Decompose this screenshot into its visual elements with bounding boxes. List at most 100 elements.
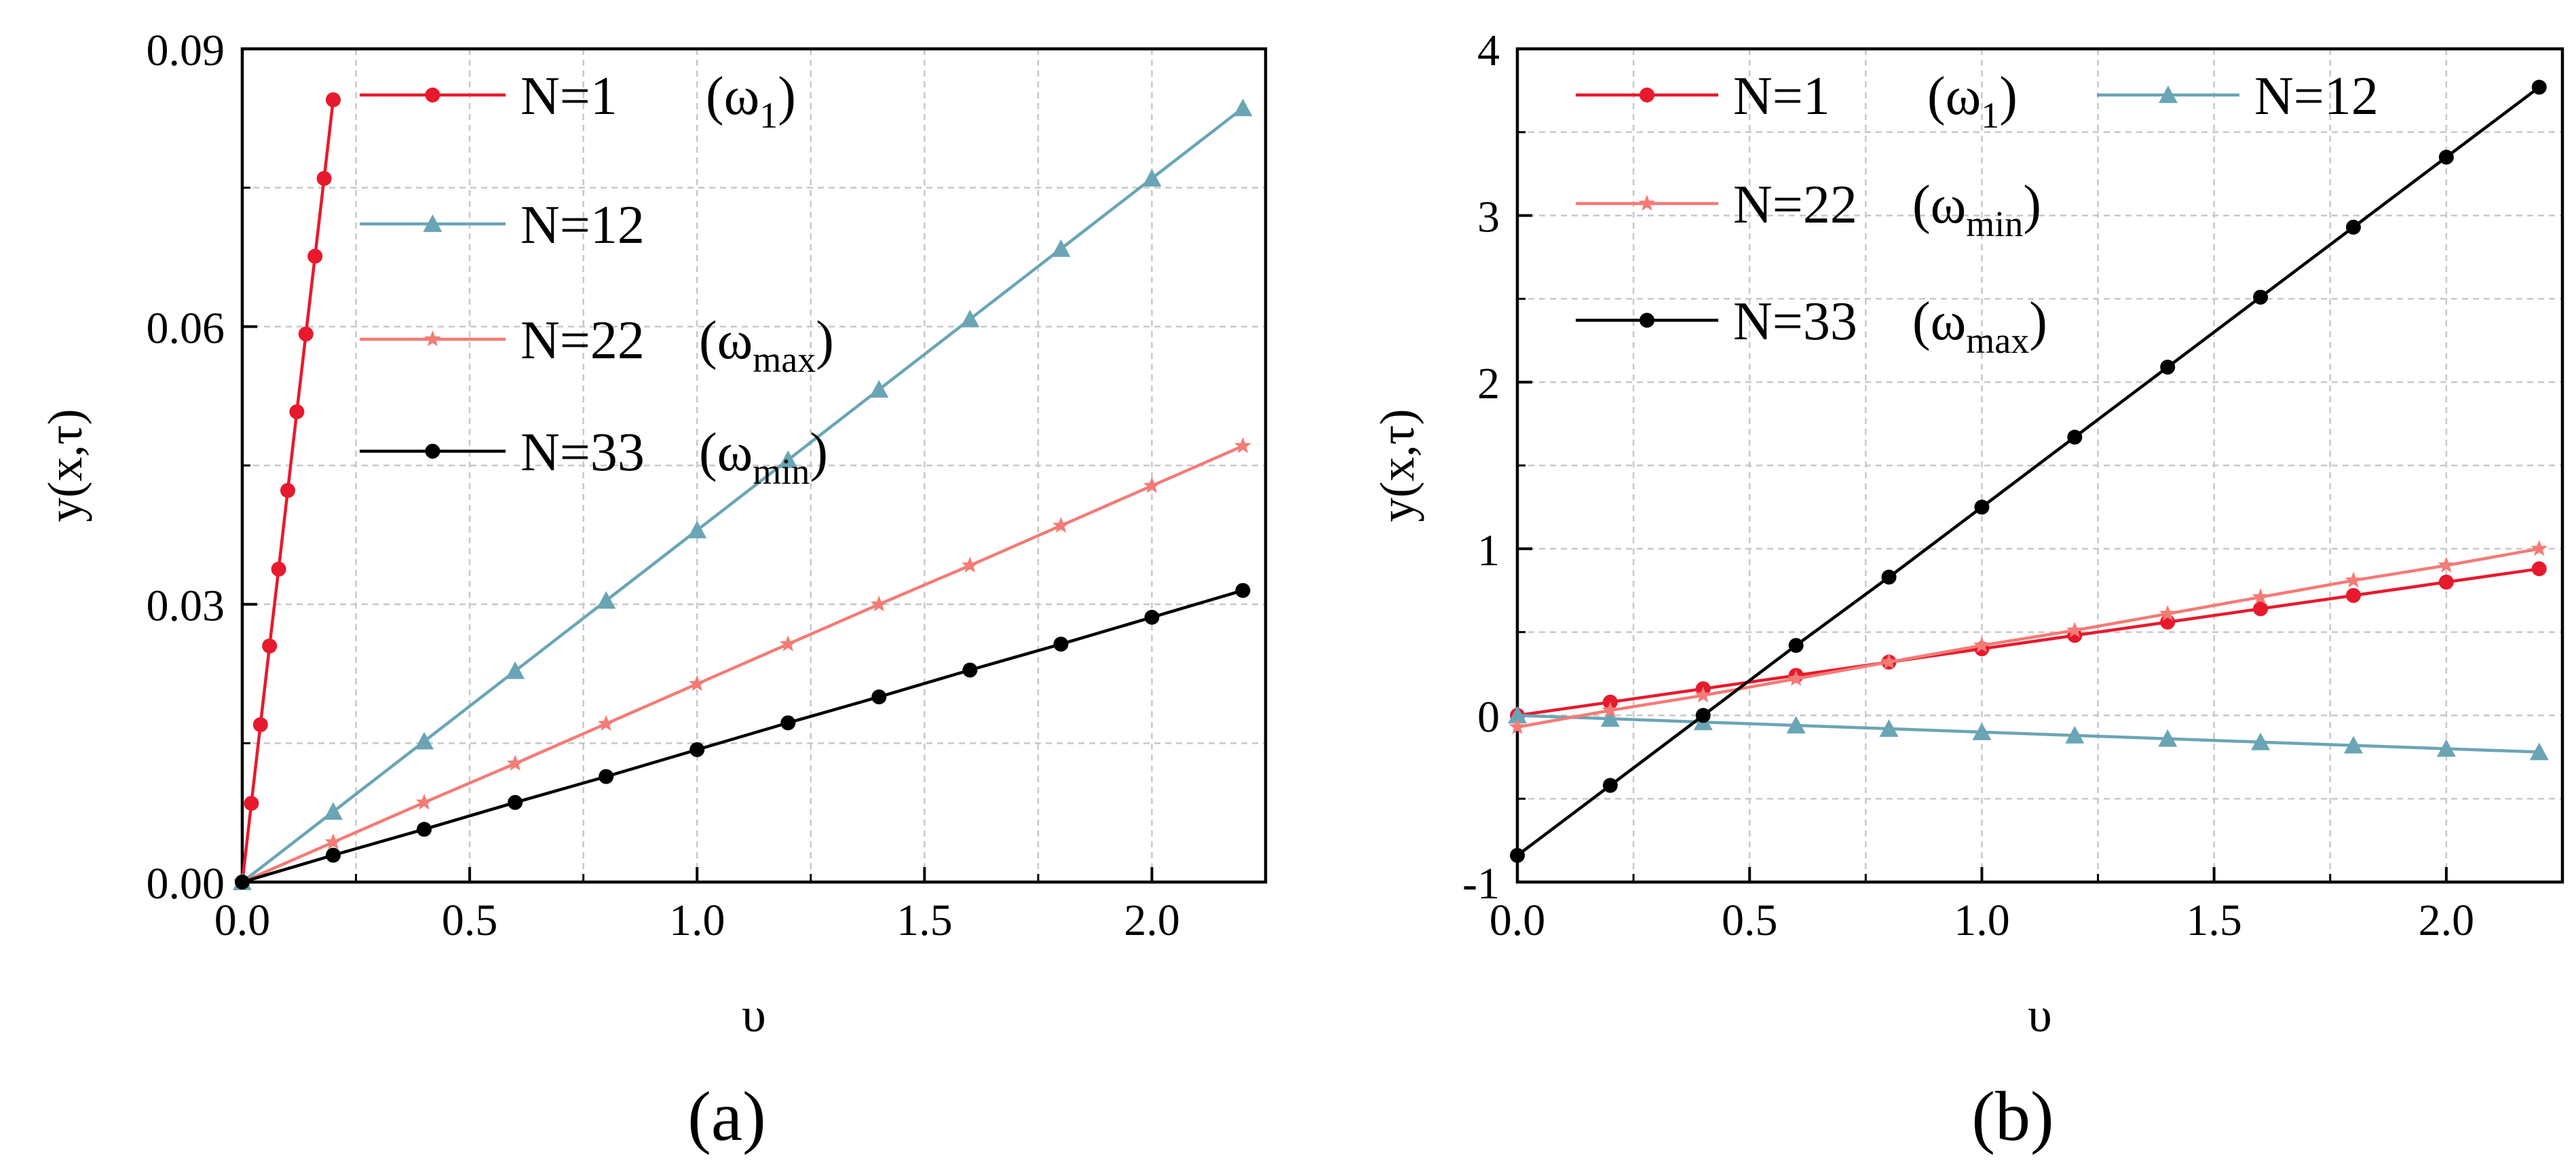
data-point	[1508, 706, 1527, 724]
panel-label: (a)	[687, 1077, 765, 1156]
data-point	[1144, 609, 1160, 625]
data-point	[689, 742, 705, 757]
x-tick-label: 0.5	[442, 896, 498, 945]
legend-item: N=33 (ωmax)	[1576, 292, 2047, 361]
data-point	[2253, 601, 2269, 617]
data-point	[1600, 709, 1620, 727]
data-point	[1788, 638, 1804, 653]
data-point	[779, 635, 797, 651]
series-line	[1517, 714, 2539, 754]
data-point	[1694, 686, 1712, 703]
legend-marker	[1640, 88, 1654, 102]
legend-marker	[425, 444, 440, 459]
y-tick-label: 0.06	[147, 303, 225, 353]
data-point	[1510, 847, 1525, 863]
series-n-22	[1509, 539, 2548, 735]
y-tick-label: 0.00	[147, 859, 225, 909]
x-tick-label: 1.5	[896, 896, 953, 945]
legend-omega: (ωmax)	[699, 311, 834, 380]
data-point	[2346, 219, 2361, 235]
data-point	[1787, 670, 1804, 686]
data-point	[871, 689, 887, 705]
data-point	[1602, 702, 1619, 718]
data-point	[2345, 571, 2362, 588]
series-n-22	[233, 437, 1251, 890]
legend-omega: (ωmin)	[699, 423, 828, 492]
y-tick-label: 2	[1477, 359, 1500, 408]
data-point	[2529, 742, 2549, 761]
data-point	[2158, 729, 2178, 747]
series-line	[242, 589, 1244, 884]
data-point	[2346, 588, 2361, 603]
data-point	[326, 92, 341, 108]
data-point	[506, 755, 524, 771]
data-point	[688, 675, 706, 691]
x-tick-label: 0.0	[1490, 896, 1546, 945]
series-n-1	[235, 92, 341, 890]
series-n-12	[233, 98, 1253, 890]
data-point	[869, 380, 889, 398]
y-tick-label: -1	[1462, 859, 1500, 909]
legend: N=1 (ω1) N=12 N=22 (ωmax) N=33 (ωmin)	[360, 66, 834, 492]
data-point	[1972, 722, 1992, 740]
grid	[1517, 49, 2562, 882]
data-point	[415, 793, 433, 810]
x-axis-title: υ	[2028, 988, 2052, 1042]
data-point	[596, 591, 616, 609]
y-tick-label: 3	[1477, 193, 1500, 242]
data-point	[597, 714, 615, 731]
legend-omega: (ωmax)	[1912, 292, 2047, 361]
data-point	[289, 404, 305, 419]
series-n-12	[1508, 706, 2549, 761]
data-point	[1053, 516, 1069, 533]
legend-marker	[2159, 85, 2178, 103]
x-tick-label: 0.5	[1722, 896, 1778, 945]
data-point	[778, 450, 798, 468]
chart-panel-b: 0.0 0.5 1.0 1.5 2.0 -1 0 1 2 3 4 N=1 (ω1) N=12 N=22 (ωm…	[1370, 26, 2564, 1156]
data-point	[1880, 653, 1897, 670]
legend-marker	[423, 214, 442, 232]
data-point	[2065, 725, 2085, 744]
data-point	[1881, 569, 1897, 585]
legend-label: N=33	[520, 423, 645, 482]
data-point	[2251, 732, 2271, 750]
legend-label: N=1	[520, 66, 618, 126]
data-point	[1879, 719, 1899, 737]
data-point	[2067, 429, 2083, 445]
y-axis-title: y(x,τ)	[1370, 409, 1424, 522]
data-point	[298, 326, 314, 342]
data-point	[417, 822, 432, 837]
legend-label: N=33	[1733, 292, 1857, 351]
data-point	[1233, 98, 1253, 117]
data-point	[262, 638, 278, 654]
data-point	[2531, 561, 2547, 577]
y-tick-label: 1	[1477, 526, 1500, 575]
legend-label: N=12	[520, 195, 645, 255]
data-point	[599, 769, 614, 784]
legend-item: N=1 (ω1)	[360, 66, 796, 136]
series-line	[241, 107, 1244, 883]
legend: N=1 (ω1) N=12 N=22 (ωmin) N=33 (ωmax)	[1576, 66, 2379, 361]
data-point	[506, 661, 525, 679]
y-axis-title: y(x,τ)	[38, 409, 92, 522]
series-line	[1517, 547, 2540, 729]
data-point	[1142, 169, 1162, 187]
panel-label: (b)	[1971, 1077, 2053, 1156]
series-n-1	[1510, 561, 2547, 723]
series-line	[242, 444, 1244, 884]
legend-omega: (ωmin)	[1912, 175, 2041, 244]
data-point	[1143, 477, 1160, 493]
legend-marker	[1640, 313, 1654, 328]
data-point	[687, 520, 707, 539]
data-point	[324, 802, 343, 820]
y-tick-label: 0.09	[147, 26, 225, 75]
data-point	[415, 731, 434, 750]
data-point	[2344, 736, 2363, 754]
data-point	[2066, 622, 2083, 638]
data-point	[235, 875, 250, 890]
data-point	[960, 309, 980, 328]
ticks: 0.0 0.5 1.0 1.5 2.0 -1 0 1 2 3 4	[1462, 26, 2474, 945]
series-line	[1516, 85, 2541, 857]
legend-omega: (ω1)	[1927, 66, 2018, 136]
